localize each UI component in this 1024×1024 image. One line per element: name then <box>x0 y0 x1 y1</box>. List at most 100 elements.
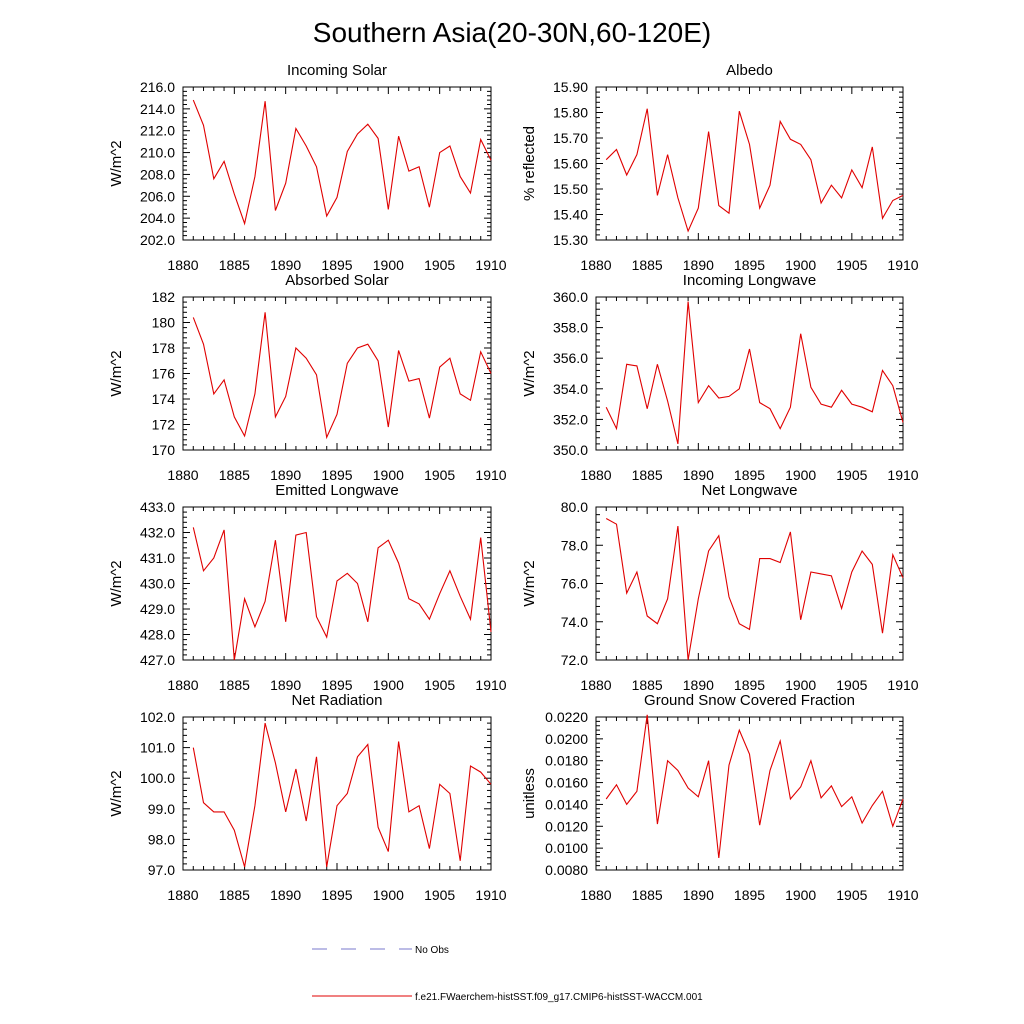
y-tick-label: 0.0100 <box>545 840 588 856</box>
x-tick-label: 1910 <box>887 677 918 693</box>
panel-emitted-longwave: Emitted Longwave W/m^2 1880 1885 1890 1895 190… <box>108 482 507 693</box>
x-tick-label: 1910 <box>887 467 918 483</box>
x-tick-label: 1890 <box>270 677 301 693</box>
y-tick-label: 80.0 <box>561 499 588 515</box>
x-tick-label: 1900 <box>373 467 404 483</box>
x-tick-label: 1880 <box>580 467 611 483</box>
x-tick-label: 1880 <box>167 467 198 483</box>
y-tick-label: 98.0 <box>148 831 175 847</box>
y-tick-label: 72.0 <box>561 652 588 668</box>
x-tick-label: 1890 <box>270 467 301 483</box>
x-tick-label: 1885 <box>219 257 250 273</box>
y-axis-label: W/m^2 <box>108 770 125 816</box>
x-tick-label: 1885 <box>219 887 250 903</box>
x-tick-label: 1885 <box>632 467 663 483</box>
x-tick-label: 1880 <box>167 677 198 693</box>
y-axis-label: W/m^2 <box>108 560 125 606</box>
y-tick-label: 202.0 <box>140 232 175 248</box>
x-tick-label: 1880 <box>580 677 611 693</box>
x-tick-label: 1905 <box>424 677 455 693</box>
x-tick-label: 1880 <box>580 887 611 903</box>
x-tick-label: 1895 <box>321 677 352 693</box>
panel-title: Emitted Longwave <box>275 482 398 499</box>
y-tick-label: 15.50 <box>553 181 588 197</box>
x-tick-label: 1905 <box>836 677 867 693</box>
panels-grid: Incoming Solar W/m^2 1880 1885 1890 1895 1900 1… <box>108 62 919 903</box>
y-tick-label: 170 <box>152 442 176 458</box>
y-axis-label: W/m^2 <box>521 560 538 606</box>
x-tick-label: 1905 <box>424 887 455 903</box>
y-tick-label: 433.0 <box>140 499 175 515</box>
y-tick-label: 99.0 <box>148 801 175 817</box>
x-tick-label: 1895 <box>321 467 352 483</box>
y-tick-label: 182 <box>152 289 176 305</box>
y-axis-label: unitless <box>521 768 538 819</box>
x-tick-label: 1895 <box>734 467 765 483</box>
y-tick-label: 15.40 <box>553 207 588 223</box>
y-tick-label: 15.80 <box>553 105 588 121</box>
y-tick-label: 174 <box>152 391 176 407</box>
x-tick-label: 1895 <box>734 887 765 903</box>
y-tick-label: 216.0 <box>140 79 175 95</box>
y-axis-label: % reflected <box>521 126 538 201</box>
plot-frame <box>182 296 492 451</box>
y-tick-label: 352.0 <box>553 411 588 427</box>
y-axis-label: W/m^2 <box>108 140 125 186</box>
y-tick-label: 428.0 <box>140 627 175 643</box>
y-tick-label: 432.0 <box>140 525 175 541</box>
x-tick-label: 1910 <box>475 467 506 483</box>
plot-frame <box>595 716 904 871</box>
y-tick-label: 178 <box>152 340 176 356</box>
plot-frame <box>595 296 904 451</box>
x-tick-label: 1905 <box>836 467 867 483</box>
y-tick-label: 15.30 <box>553 232 588 248</box>
x-tick-label: 1890 <box>270 257 301 273</box>
panel-net-longwave: Net Longwave W/m^2 1880 1885 1890 1895 1900 190… <box>521 482 919 693</box>
y-tick-label: 78.0 <box>561 537 588 553</box>
x-tick-label: 1895 <box>734 677 765 693</box>
panel-title: Albedo <box>726 62 773 79</box>
y-tick-label: 0.0180 <box>545 753 588 769</box>
y-tick-label: 74.0 <box>561 614 588 630</box>
panel-albedo: Albedo % reflected 1880 1885 1890 1895 1900 190… <box>521 62 919 273</box>
x-tick-label: 1885 <box>632 887 663 903</box>
panel-title: Net Radiation <box>292 692 383 709</box>
x-tick-label: 1880 <box>167 887 198 903</box>
plot-frame <box>595 86 904 241</box>
x-tick-label: 1890 <box>270 887 301 903</box>
x-tick-label: 1890 <box>683 677 714 693</box>
y-tick-label: 0.0200 <box>545 731 588 747</box>
panel-title: Incoming Longwave <box>683 272 816 289</box>
x-tick-label: 1910 <box>475 677 506 693</box>
x-tick-label: 1900 <box>373 887 404 903</box>
y-tick-label: 0.0120 <box>545 818 588 834</box>
x-tick-label: 1900 <box>785 887 816 903</box>
x-tick-label: 1900 <box>373 257 404 273</box>
x-tick-label: 1900 <box>785 677 816 693</box>
y-tick-label: 356.0 <box>553 350 588 366</box>
y-tick-label: 360.0 <box>553 289 588 305</box>
x-tick-label: 1905 <box>424 257 455 273</box>
series-line-albedo <box>605 108 904 233</box>
y-tick-label: 172 <box>152 417 176 433</box>
y-tick-label: 208.0 <box>140 166 175 182</box>
y-tick-label: 76.0 <box>561 576 588 592</box>
x-tick-label: 1905 <box>836 887 867 903</box>
x-tick-label: 1885 <box>219 677 250 693</box>
y-tick-label: 0.0080 <box>545 862 588 878</box>
x-tick-label: 1890 <box>683 257 714 273</box>
y-axis-label: W/m^2 <box>521 350 538 396</box>
panel-ground-snow-covered-fraction: Ground Snow Covered Fraction unitless 1880… <box>521 692 919 903</box>
plot-frame <box>182 716 492 871</box>
x-tick-label: 1905 <box>836 257 867 273</box>
y-axis-label: W/m^2 <box>108 350 125 396</box>
y-tick-label: 214.0 <box>140 101 175 117</box>
x-tick-label: 1885 <box>219 467 250 483</box>
y-tick-label: 212.0 <box>140 123 175 139</box>
x-tick-label: 1895 <box>321 257 352 273</box>
x-tick-label: 1885 <box>632 257 663 273</box>
x-tick-label: 1905 <box>424 467 455 483</box>
x-tick-label: 1885 <box>632 677 663 693</box>
legend: No Obs f.e21.FWaerchem-histSST.f09_g17.C… <box>312 945 703 1003</box>
y-tick-label: 206.0 <box>140 188 175 204</box>
